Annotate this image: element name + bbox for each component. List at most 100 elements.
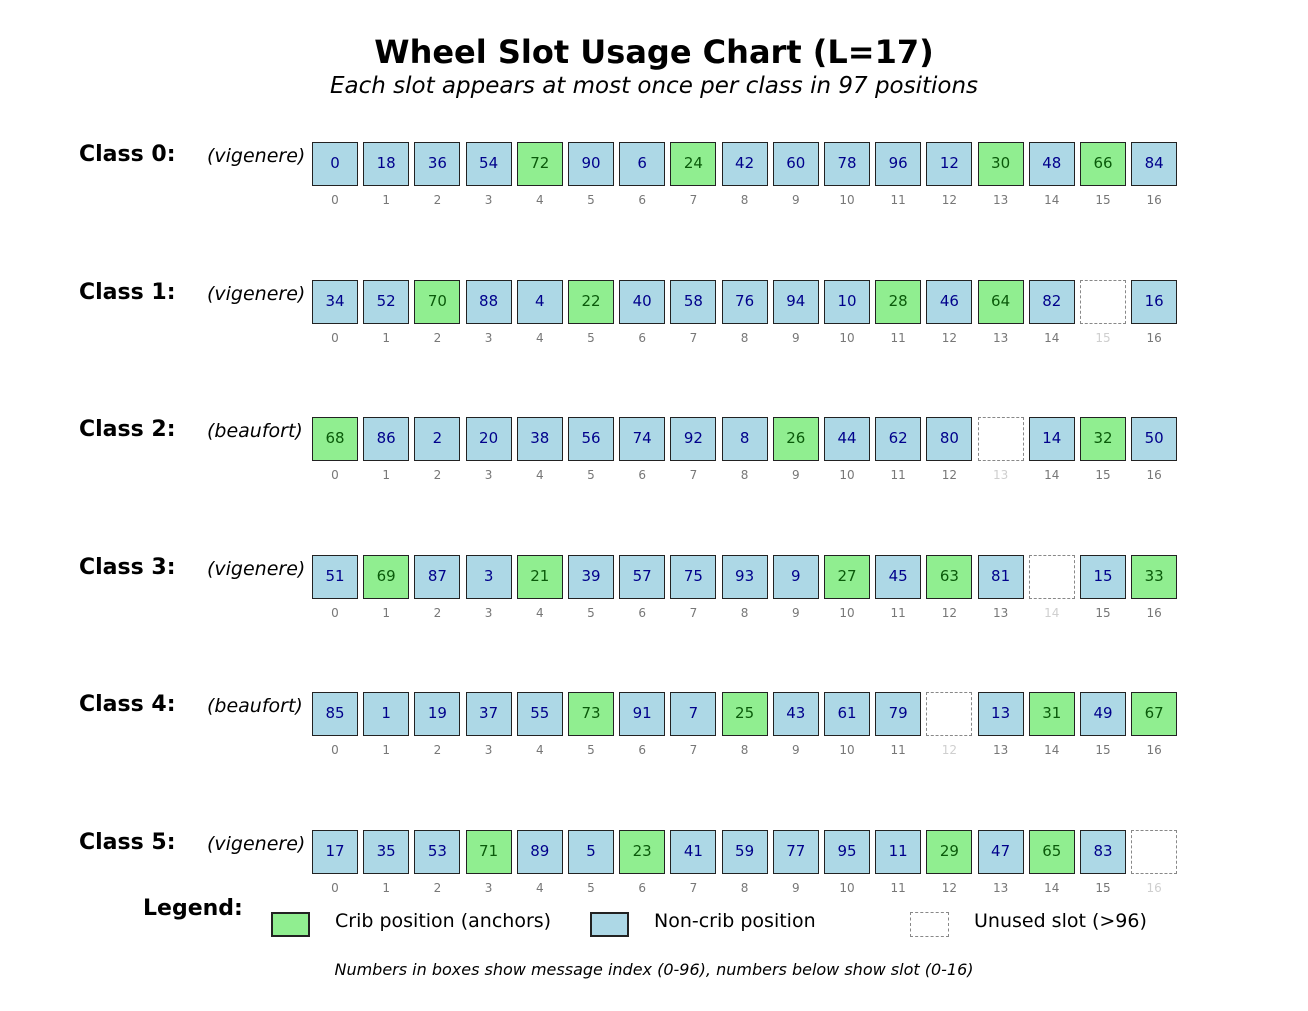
noncrib-slot-box: 34 (312, 279, 358, 324)
class-label: Class 3: (79, 554, 176, 580)
noncrib-slot-box: 75 (670, 554, 717, 599)
slot-index-label: 13 (992, 330, 1009, 345)
crib-slot-box: 71 (465, 830, 512, 874)
slot-index-label: 16 (1146, 743, 1162, 758)
slot-index-label: 3 (484, 468, 493, 483)
slot-index-label: 14 (1044, 468, 1060, 483)
noncrib-slot-box: 4 (516, 279, 563, 324)
noncrib-slot-box: 14 (1028, 417, 1075, 462)
slot-index-label: 0 (331, 330, 339, 345)
slot-index-label: 9 (791, 193, 800, 207)
noncrib-slot-box: 44 (824, 417, 870, 462)
slot-index-label: 4 (535, 193, 544, 207)
noncrib-slot-box: 90 (568, 142, 614, 186)
slot-index-label: 15 (1095, 193, 1111, 207)
noncrib-slot-box: 38 (516, 417, 563, 462)
noncrib-slot-box: 84 (1131, 142, 1178, 186)
slot-index-label: 2 (433, 881, 442, 895)
noncrib-slot-box: 9 (772, 554, 819, 599)
noncrib-slot-box: 92 (670, 417, 717, 462)
slot-index-label: 6 (638, 330, 646, 345)
slot-index-label: 4 (535, 605, 544, 620)
crib-slot-box: 73 (568, 692, 614, 737)
noncrib-slot-box: 58 (670, 279, 717, 324)
noncrib-slot-box: 51 (312, 554, 358, 599)
slot-index-label: 4 (535, 468, 544, 483)
noncrib-slot-box: 81 (977, 554, 1024, 599)
noncrib-slot-box: 78 (824, 142, 870, 186)
slot-index-label: 2 (433, 193, 442, 207)
noncrib-slot-box: 12 (926, 142, 973, 186)
slot-index-label: 16 (1146, 605, 1162, 620)
noncrib-slot-box: 74 (619, 417, 666, 462)
slot-index-label: 8 (740, 468, 749, 483)
noncrib-slot-box: 95 (824, 830, 870, 874)
noncrib-slot-box: 20 (465, 417, 512, 462)
slot-index-label: 1 (382, 605, 390, 620)
noncrib-slot-box: 0 (312, 142, 358, 186)
noncrib-slot-box: 8 (721, 417, 768, 462)
slot-index-label: 12 (941, 330, 958, 345)
noncrib-slot-box: 15 (1080, 554, 1126, 599)
noncrib-slot-box: 16 (1131, 279, 1178, 324)
slot-index-label: 2 (433, 605, 442, 620)
slot-index-label: 7 (689, 330, 698, 345)
slot-index-label: 7 (689, 881, 698, 895)
class-row-4: Class 4: (beaufort) 85 0 1 1 19 2 37 3 55 4 73 5 91 6 7 7… (0, 692, 1308, 772)
slot-index-label: 16 (1146, 330, 1162, 345)
slot-index-label: 16 (1146, 468, 1162, 483)
cipher-label: (vigenere) (207, 145, 306, 167)
slot-index-label: 1 (382, 468, 390, 483)
class-label: Class 1: (79, 279, 176, 305)
unused-slot-box (926, 692, 973, 737)
slot-index-label: 0 (331, 881, 339, 895)
legend-crib-swatch (271, 912, 310, 937)
slot-index-label: 7 (689, 193, 698, 207)
footnote: Numbers in boxes show message index (0-9… (334, 960, 974, 979)
slot-index-label: 1 (382, 330, 390, 345)
slot-index-label: 16 (1146, 881, 1162, 895)
slot-index-label: 6 (638, 605, 646, 620)
slot-index-label: 10 (839, 468, 855, 483)
noncrib-slot-box: 13 (977, 692, 1024, 737)
crib-slot-box: 29 (926, 830, 973, 874)
crib-slot-box: 63 (926, 554, 973, 599)
crib-slot-box: 66 (1080, 142, 1126, 186)
crib-slot-box: 32 (1080, 417, 1126, 462)
legend-crib-label: Crib position (anchors) (335, 910, 552, 932)
slot-index-label: 14 (1044, 743, 1060, 758)
noncrib-slot-box: 42 (721, 142, 768, 186)
noncrib-slot-box: 39 (568, 554, 614, 599)
slot-index-label: 8 (740, 193, 749, 207)
crib-slot-box: 67 (1131, 692, 1178, 737)
class-label: Class 2: (79, 417, 176, 443)
cipher-label: (vigenere) (207, 557, 306, 580)
slot-index-label: 9 (791, 468, 800, 483)
slot-index-label: 0 (331, 605, 339, 620)
crib-slot-box: 26 (772, 417, 819, 462)
slot-index-label: 6 (638, 743, 646, 758)
slot-index-label: 13 (992, 743, 1009, 758)
legend-unused-swatch (910, 912, 949, 937)
noncrib-slot-box: 18 (363, 142, 410, 186)
slot-index-label: 0 (331, 468, 339, 483)
crib-slot-box: 23 (619, 830, 666, 874)
crib-slot-box: 21 (516, 554, 563, 599)
noncrib-slot-box: 35 (363, 830, 410, 874)
slot-index-label: 5 (587, 468, 595, 483)
slot-index-label: 0 (331, 193, 339, 207)
slot-index-label: 12 (941, 881, 958, 895)
unused-slot-box (1080, 279, 1126, 324)
slot-index-label: 6 (638, 881, 646, 895)
slot-index-label: 8 (740, 881, 749, 895)
legend-noncrib-swatch (590, 912, 629, 937)
noncrib-slot-box: 17 (312, 830, 358, 874)
noncrib-slot-box: 85 (312, 692, 358, 737)
noncrib-slot-box: 83 (1080, 830, 1126, 874)
slot-index-label: 4 (535, 330, 544, 345)
slot-index-label: 5 (587, 881, 595, 895)
slot-index-label: 9 (791, 881, 800, 895)
noncrib-slot-box: 94 (772, 279, 819, 324)
legend-unused-label: Unused slot (>96) (974, 910, 1147, 932)
noncrib-slot-box: 96 (875, 142, 922, 186)
